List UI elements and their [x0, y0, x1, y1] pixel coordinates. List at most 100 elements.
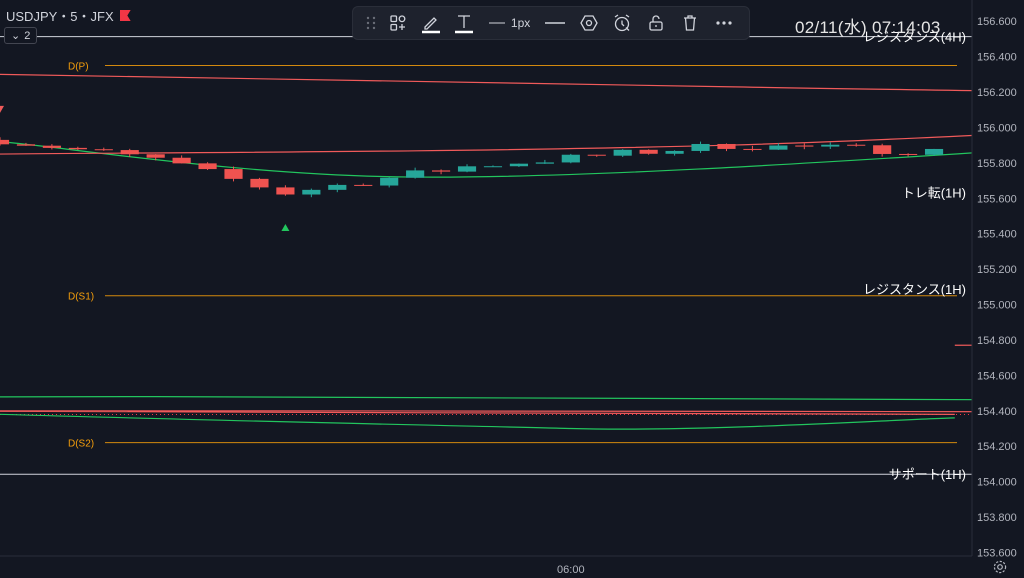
candle — [328, 183, 347, 193]
candle — [406, 167, 425, 179]
line-width-icon — [488, 22, 505, 24]
candle-body — [250, 178, 269, 188]
candle — [94, 147, 113, 151]
alert-clock-icon[interactable] — [606, 9, 640, 37]
trash-icon[interactable] — [673, 9, 707, 37]
candle-body — [717, 143, 736, 149]
candle-body — [94, 149, 113, 151]
candle-body — [795, 145, 814, 147]
collapse-indicators-button[interactable]: ⌄ 2 — [4, 27, 38, 44]
indicator-count: 2 — [24, 29, 31, 42]
candle-body — [509, 163, 528, 167]
hexagon-settings-icon[interactable] — [572, 9, 606, 37]
candle — [509, 163, 528, 167]
drawing-toolbar: 1px — [352, 6, 750, 40]
candle-body — [561, 154, 580, 163]
candle — [354, 183, 373, 186]
candle-body — [302, 189, 321, 195]
grip-icon[interactable] — [361, 9, 382, 37]
candle-body — [535, 162, 554, 164]
y-tick-label: 155.600 — [977, 193, 1017, 205]
y-tick-label: 155.400 — [977, 229, 1017, 241]
candle-body — [146, 154, 165, 158]
candle — [42, 144, 61, 150]
candle — [146, 154, 165, 161]
unlock-icon[interactable] — [639, 9, 673, 37]
candle — [250, 177, 269, 190]
pencil-icon[interactable] — [414, 9, 448, 37]
y-tick-label: 156.400 — [977, 52, 1017, 64]
y-tick-label: 154.000 — [977, 477, 1017, 489]
candle — [847, 143, 866, 147]
y-tick-label: 153.600 — [977, 547, 1017, 559]
text-icon[interactable] — [448, 9, 482, 37]
more-icon[interactable] — [707, 9, 741, 37]
candle — [561, 153, 580, 164]
candle — [172, 155, 191, 164]
flag-icon[interactable] — [119, 10, 131, 21]
candle-body — [276, 187, 295, 195]
candle-body — [769, 145, 788, 150]
candle-body — [198, 163, 217, 170]
candle-body — [821, 144, 840, 147]
candle — [457, 164, 477, 173]
candle-body — [899, 153, 918, 155]
symbol-label: USDJPY・5・JFX — [6, 9, 114, 24]
candle — [276, 185, 295, 196]
candle — [432, 169, 451, 175]
candle-body — [873, 145, 892, 154]
level-label: レジスタンス(1H) — [863, 282, 966, 297]
pivot-label: D(S2) — [68, 439, 94, 450]
candle-body — [613, 149, 632, 156]
candle — [639, 149, 658, 155]
level-label: トレ転(1H) — [902, 185, 966, 200]
y-tick-label: 155.200 — [977, 264, 1017, 276]
candle — [899, 153, 918, 157]
candle — [691, 141, 710, 153]
y-tick-label: 155.800 — [977, 158, 1017, 170]
candle — [613, 149, 632, 157]
candle-body — [743, 148, 762, 150]
candle-body — [172, 157, 191, 164]
candle — [302, 188, 321, 198]
line-width-button[interactable]: 1px — [481, 9, 537, 37]
buy-marker — [281, 224, 290, 232]
candle — [769, 143, 788, 150]
candle-body — [354, 184, 373, 186]
candle — [665, 150, 684, 156]
candle-body — [665, 150, 684, 154]
candle-body — [847, 144, 866, 146]
candle — [0, 137, 10, 146]
y-tick-label: 156.600 — [977, 16, 1017, 28]
candle — [483, 165, 503, 168]
templates-icon[interactable] — [382, 9, 414, 37]
candle — [380, 177, 399, 188]
candle-body — [587, 154, 606, 156]
y-tick-label: 156.000 — [977, 122, 1017, 134]
line-width-label: 1px — [510, 16, 531, 30]
symbol-header[interactable]: USDJPY・5・JFX — [6, 6, 131, 25]
candle-body — [639, 149, 658, 154]
candle-body — [120, 150, 139, 155]
candle — [717, 143, 736, 152]
y-tick-label: 154.800 — [977, 335, 1017, 347]
candle-body — [16, 144, 36, 146]
candle-body — [457, 166, 477, 172]
datetime-label: 02/11(水) 07:14:03 — [795, 18, 941, 37]
candle-body — [406, 170, 425, 178]
y-tick-label: 154.400 — [977, 406, 1017, 418]
candle-body — [328, 184, 347, 190]
candle-body — [380, 177, 399, 186]
chevron-down-icon: ⌄ — [11, 30, 21, 42]
y-tick-label: 154.600 — [977, 370, 1017, 382]
candle-body — [42, 145, 61, 148]
candle — [535, 159, 554, 164]
gear-icon[interactable] — [992, 559, 1008, 575]
y-tick-label: 156.200 — [977, 87, 1017, 99]
candle-body — [68, 147, 87, 150]
line-style-icon[interactable] — [538, 9, 572, 37]
candle — [198, 162, 217, 170]
level-label: レジスタンス(4H) — [863, 30, 966, 45]
